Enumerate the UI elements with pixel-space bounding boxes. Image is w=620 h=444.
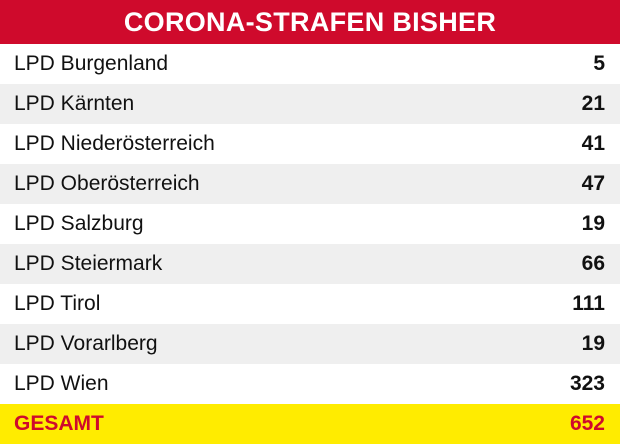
row-label: LPD Burgenland — [14, 52, 169, 75]
total-value: 652 — [569, 412, 605, 435]
row-label: LPD Niederösterreich — [14, 132, 215, 155]
table-row: LPD Steiermark 66 — [0, 244, 620, 284]
row-label: LPD Kärnten — [14, 92, 135, 115]
table-row: LPD Oberösterreich 47 — [0, 164, 620, 204]
total-row: GESAMT 652 — [0, 404, 620, 444]
row-value: 66 — [581, 252, 605, 275]
table-row: LPD Wien 323 — [0, 364, 620, 404]
table-row: LPD Niederösterreich 41 — [0, 124, 620, 164]
total-label: GESAMT — [14, 412, 104, 435]
table-row: LPD Kärnten 21 — [0, 84, 620, 124]
table-body: LPD Burgenland 5 LPD Kärnten 21 LPD Niederös… — [0, 44, 620, 404]
row-label: LPD Tirol — [14, 292, 101, 315]
row-value: 41 — [581, 132, 605, 155]
row-label: LPD Salzburg — [14, 212, 144, 235]
row-label: LPD Steiermark — [14, 252, 163, 275]
table-row: LPD Salzburg 19 — [0, 204, 620, 244]
row-value: 323 — [569, 372, 605, 395]
row-label: LPD Oberösterreich — [14, 172, 200, 195]
row-label: LPD Vorarlberg — [14, 332, 158, 355]
row-value: 47 — [581, 172, 605, 195]
row-value: 111 — [572, 292, 605, 315]
row-value: 19 — [581, 212, 605, 235]
row-value: 21 — [581, 92, 605, 115]
table-title: CORONA-STRAFEN BISHER — [0, 0, 620, 44]
table-row: LPD Burgenland 5 — [0, 44, 620, 84]
row-label: LPD Wien — [14, 372, 109, 395]
table-row: LPD Vorarlberg 19 — [0, 324, 620, 364]
row-value: 5 — [593, 52, 605, 75]
table-row: LPD Tirol 111 — [0, 284, 620, 324]
row-value: 19 — [581, 332, 605, 355]
